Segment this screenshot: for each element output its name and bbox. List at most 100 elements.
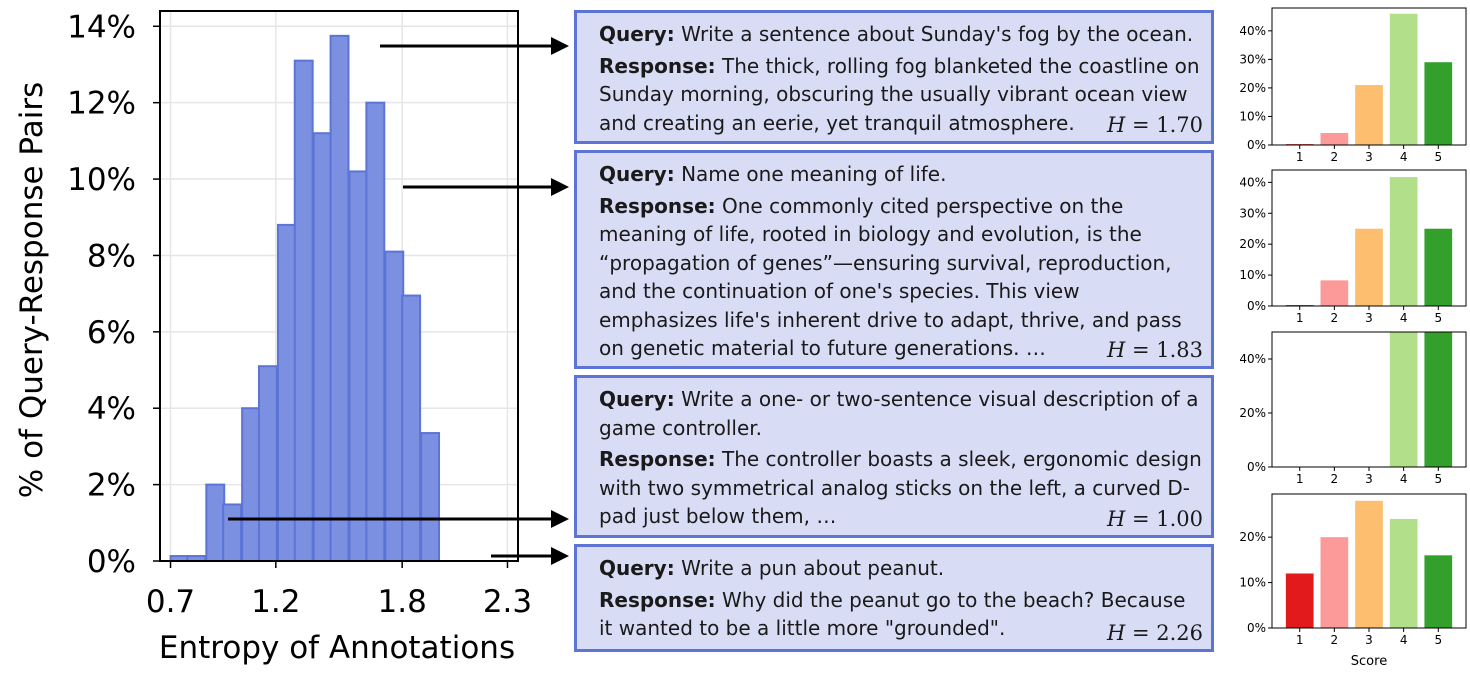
card-3-query: Query: Write a one- or two-sentence visu…	[599, 385, 1203, 442]
card-3-response: Response: The controller boasts a sleek,…	[599, 445, 1203, 531]
score-bar	[1424, 62, 1453, 145]
query-label: Query:	[599, 162, 675, 186]
histogram-bar	[348, 170, 369, 563]
x-tick-label: 3	[1365, 311, 1373, 325]
score-bar	[1389, 177, 1418, 306]
x-tick-label: 2	[1331, 311, 1339, 325]
example-card-1: Query: Write a sentence about Sunday's f…	[574, 10, 1214, 144]
histogram-bar	[276, 223, 297, 562]
score-bar	[1424, 555, 1453, 628]
card-4-response: Response: Why did the peanut go to the b…	[599, 586, 1203, 643]
x-tick-label: 3	[1365, 150, 1373, 164]
query-text: Name one meaning of life.	[681, 162, 947, 186]
query-label: Query:	[599, 387, 675, 411]
response-text: The controller boasts a sleek, ergonomic…	[599, 447, 1202, 528]
x-tick-label: 1	[1296, 311, 1304, 325]
score-bar	[1424, 332, 1453, 467]
y-tick-label: 10%	[1239, 268, 1266, 282]
score-bar	[1424, 228, 1453, 306]
x-tick-label: 5	[1434, 633, 1442, 647]
y-tick-label: 10%	[1239, 109, 1266, 123]
y-tick-label: 0%	[87, 544, 136, 580]
x-tick-label: 2	[1331, 633, 1339, 647]
x-tick-label: 5	[1434, 472, 1442, 486]
score-chart-2: 0% 10% 20% 30% 40% 1 2 3 4 5	[1239, 169, 1467, 325]
y-tick-label: 12%	[67, 86, 136, 122]
y-tick-label: 4%	[87, 391, 136, 427]
x-tick-label: 4	[1400, 150, 1408, 164]
x-tick-label: 1	[1296, 633, 1304, 647]
y-tick-label: 40%	[1239, 352, 1266, 366]
response-label: Response:	[599, 587, 716, 612]
query-text: Write a sentence about Sunday's fog by t…	[681, 22, 1194, 46]
x-tick-label: 3	[1365, 472, 1373, 486]
x-tick-label: 2	[1331, 150, 1339, 164]
score-bar	[1355, 500, 1383, 628]
score-distribution-charts: 0%10%20%30%40%1 2 3 4 50%10%20%30%40%1 2 3 4 50%…	[1239, 7, 1467, 669]
y-tick-label: 0%	[1247, 299, 1266, 313]
x-tick-label: 5	[1434, 311, 1442, 325]
histogram-bar	[420, 432, 441, 562]
arrows	[228, 37, 569, 565]
entropy-value: H = 1.83	[1106, 337, 1203, 362]
response-label: Response:	[599, 447, 716, 471]
x-tick-label: 2.3	[483, 584, 532, 620]
score-bar	[1389, 332, 1418, 467]
score-bar	[1285, 573, 1314, 628]
histogram-bar	[257, 365, 278, 563]
card-1-response: Response: The thick, rolling fog blanket…	[599, 52, 1203, 138]
score-chart-4: 0% 10% 20% 1 2 3 4 5 Score	[1239, 493, 1467, 669]
histogram-bar	[222, 503, 243, 563]
y-tick-label: 10%	[67, 162, 136, 198]
histogram-bar	[241, 407, 262, 562]
histogram-bar	[401, 294, 422, 562]
y-tick-label: 0%	[1247, 460, 1266, 474]
example-card-2: Query: Name one meaning of life. Respons…	[574, 150, 1214, 369]
histogram-bar	[205, 483, 226, 562]
score-chart-3: 0% 20% 40% 1 2 3 4 5	[1239, 331, 1467, 486]
response-label: Response:	[599, 53, 716, 78]
response-text: The thick, rolling fog blanketed the coa…	[599, 53, 1200, 135]
y-tick-label: 6%	[87, 315, 136, 351]
response-label: Response:	[599, 193, 716, 218]
response-text: Why did the peanut go to the beach? Beca…	[599, 587, 1186, 641]
x-tick-label: 1.2	[251, 584, 300, 620]
card-1-query: Query: Write a sentence about Sunday's f…	[599, 20, 1203, 49]
y-tick-label: 30%	[1239, 206, 1266, 220]
query-label: Query:	[599, 22, 675, 46]
histogram-chart: 0.7 1.2 1.8 2.3 0% 2% 4% 6% 8% 10% 12% 14% Entropy o…	[14, 9, 532, 666]
score-bar	[1355, 228, 1383, 306]
histogram-bar	[312, 132, 333, 562]
y-tick-label: 2%	[87, 468, 136, 504]
y-axis-label: % of Query-Response Pairs	[14, 82, 50, 498]
y-tick-label: 40%	[1239, 175, 1266, 189]
x-tick-label: 3	[1365, 633, 1373, 647]
y-tick-label: 20%	[1239, 81, 1266, 95]
histogram-bar	[293, 59, 314, 563]
card-4-query: Query: Write a pun about peanut.	[599, 554, 1203, 583]
x-axis-label: Score	[1351, 654, 1387, 669]
x-tick-label: 4	[1400, 633, 1408, 647]
y-tick-label: 40%	[1239, 24, 1266, 38]
score-chart-1: 0% 10% 20% 30% 40% 1 2 3 4 5	[1239, 7, 1467, 164]
entropy-value: H = 2.26	[1106, 620, 1203, 645]
plot-frame	[159, 10, 519, 562]
query-text: Write a pun about peanut.	[681, 556, 945, 580]
x-tick-label: 4	[1400, 472, 1408, 486]
response-text: One commonly cited perspective on the me…	[599, 193, 1182, 361]
score-bar	[1320, 280, 1349, 306]
y-tick-label: 10%	[1239, 576, 1266, 590]
score-bar	[1389, 13, 1418, 146]
score-bar	[1320, 133, 1349, 145]
card-2-query: Query: Name one meaning of life.	[599, 160, 1203, 189]
y-tick-label: 14%	[67, 9, 136, 45]
histogram-bar	[365, 101, 386, 563]
query-text: Write a one- or two-sentence visual desc…	[599, 387, 1199, 440]
x-tick-label: 1	[1296, 472, 1304, 486]
histogram-bar	[329, 34, 350, 562]
x-axis-label: Entropy of Annotations	[159, 630, 515, 666]
query-label: Query:	[599, 556, 675, 580]
score-bar	[1389, 518, 1418, 628]
x-tick-label: 0.7	[146, 584, 195, 620]
